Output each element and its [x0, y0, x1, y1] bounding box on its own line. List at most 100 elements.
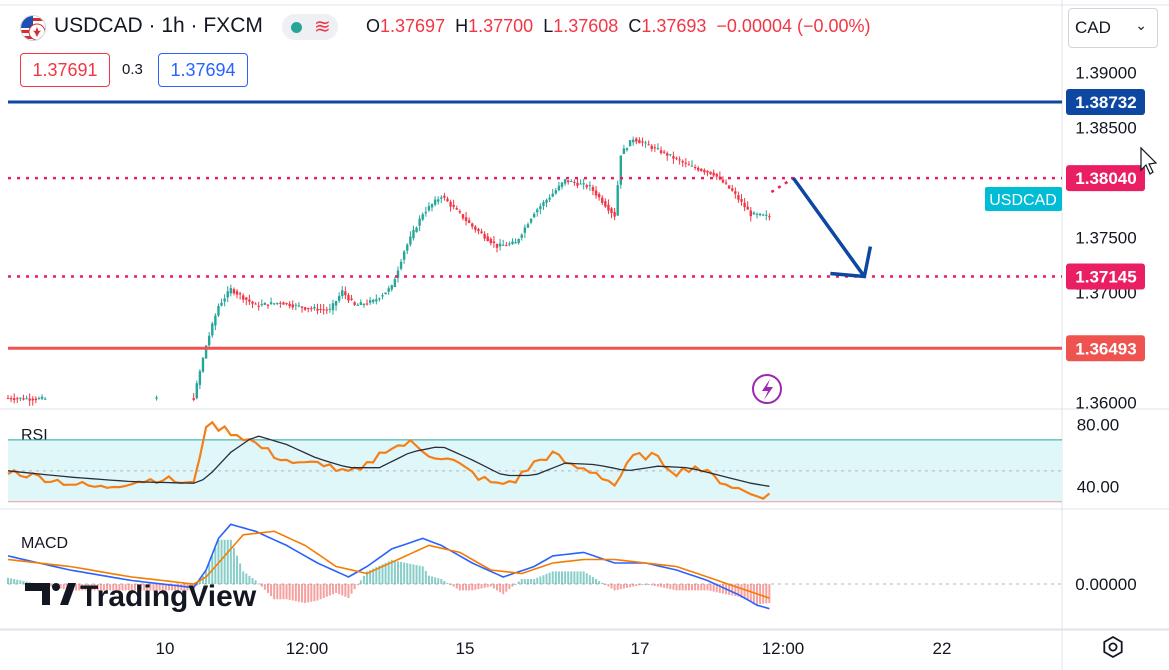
macd-histogram-bar	[130, 584, 133, 591]
macd-histogram-bar	[16, 579, 19, 585]
macd-histogram-bar	[245, 573, 248, 585]
candle-body	[514, 242, 517, 244]
macd-histogram-bar	[158, 584, 161, 591]
candle-body	[486, 236, 489, 242]
macd-histogram-bar	[341, 584, 344, 596]
symbol-title[interactable]: USDCAD · 1h · FXCM	[54, 14, 263, 37]
candle-body	[344, 291, 347, 296]
candle-body	[307, 307, 310, 310]
macd-histogram-bar	[136, 584, 139, 591]
candle-body	[303, 307, 307, 310]
candle-body	[480, 231, 483, 234]
candle-body	[631, 139, 635, 143]
candle-body	[375, 299, 378, 302]
candle-body	[684, 162, 688, 164]
macd-histogram-bar	[740, 584, 743, 598]
candle-body	[616, 185, 619, 216]
candle-body	[644, 142, 647, 144]
candle-body	[594, 190, 598, 196]
macd-histogram-bar	[759, 584, 762, 604]
macd-histogram-bar	[595, 578, 598, 585]
candle-body	[477, 228, 480, 232]
rsi-tick-label: 40.00	[1077, 477, 1120, 496]
tradingview-logo-icon	[25, 583, 50, 605]
candle-body	[576, 182, 579, 186]
chart-settings-icon[interactable]	[1100, 634, 1126, 660]
candle-body	[659, 150, 663, 154]
price-tick-label: 1.38500	[1075, 119, 1136, 138]
candle-body	[505, 245, 508, 247]
candle-body	[347, 294, 350, 301]
projection-arrowhead-icon[interactable]	[830, 246, 873, 279]
macd-histogram-bar	[650, 584, 653, 586]
macd-histogram-bar	[533, 578, 536, 585]
macd-histogram-bar	[384, 562, 387, 585]
macd-histogram-bar	[644, 584, 647, 586]
candle-body	[31, 398, 34, 401]
candle-body	[474, 226, 477, 230]
candle-body	[211, 323, 214, 336]
macd-histogram-bar	[152, 584, 155, 591]
macd-histogram-bar	[468, 584, 471, 591]
symbol-badge	[985, 187, 1062, 211]
macd-histogram-bar	[480, 584, 483, 589]
macd-histogram-bar	[406, 563, 409, 585]
candle-body	[597, 194, 601, 198]
macd-histogram-bar	[570, 571, 573, 585]
macd-histogram-bar	[251, 578, 254, 585]
candle-body	[316, 308, 319, 311]
candle-body	[285, 303, 288, 305]
candle-body	[647, 144, 650, 146]
macd-histogram-bar	[344, 584, 347, 597]
macd-histogram-bar	[10, 578, 13, 585]
macd-histogram-bar	[715, 584, 718, 593]
macd-histogram-bar	[201, 576, 204, 585]
candle-body	[43, 398, 47, 400]
macd-histogram-bar	[50, 584, 53, 587]
macd-histogram-bar	[242, 571, 245, 585]
candle-body	[582, 183, 585, 185]
macd-histogram-bar	[514, 584, 517, 586]
candle-body	[378, 298, 381, 300]
macd-histogram-bar	[121, 584, 124, 591]
macd-histogram-bar	[291, 584, 294, 601]
macd-histogram-bar	[548, 572, 551, 585]
macd-label: MACD	[21, 535, 68, 552]
candle-body	[492, 241, 496, 244]
macd-histogram-bar	[626, 584, 628, 588]
chevron-down-icon: ⌄	[1135, 17, 1147, 33]
macd-histogram-bar	[285, 584, 288, 600]
macd-histogram-bar	[316, 584, 319, 601]
macd-histogram-bar	[690, 584, 693, 591]
macd-histogram-bar	[486, 584, 489, 588]
macd-histogram-bar	[694, 584, 697, 591]
macd-histogram-bar	[109, 584, 112, 591]
projection-arrow-shaft[interactable]	[791, 177, 866, 278]
macd-histogram-bar	[492, 584, 495, 589]
rsi-line	[7, 420, 771, 500]
candle-body	[359, 302, 363, 305]
macd-histogram-bar	[635, 584, 638, 586]
currency-select[interactable]: CAD ⌄	[1068, 8, 1158, 48]
macd-histogram-bar	[653, 584, 656, 586]
macd-histogram-bar	[660, 584, 663, 588]
buy-price-button[interactable]: 1.37694	[158, 53, 248, 87]
macd-histogram-bar	[232, 547, 235, 585]
candle-body	[282, 302, 285, 305]
candle-body	[731, 188, 734, 191]
level-price-tag	[1066, 88, 1145, 115]
candle-body	[740, 199, 743, 202]
macd-histogram-bar	[140, 584, 143, 591]
market-status-pill[interactable]: ≋	[282, 14, 338, 40]
candle-body	[542, 202, 545, 206]
macd-histogram-bar	[381, 564, 384, 585]
candle-body	[706, 170, 709, 173]
macd-histogram-bar	[378, 565, 381, 585]
macd-histogram-bar	[604, 584, 607, 586]
level-price-label: 1.37145	[1075, 268, 1136, 287]
macd-histogram-bar	[496, 584, 499, 591]
sell-price-button[interactable]: 1.37691	[20, 53, 110, 87]
candle-body	[743, 202, 746, 208]
mouse-cursor-icon	[1140, 146, 1158, 175]
